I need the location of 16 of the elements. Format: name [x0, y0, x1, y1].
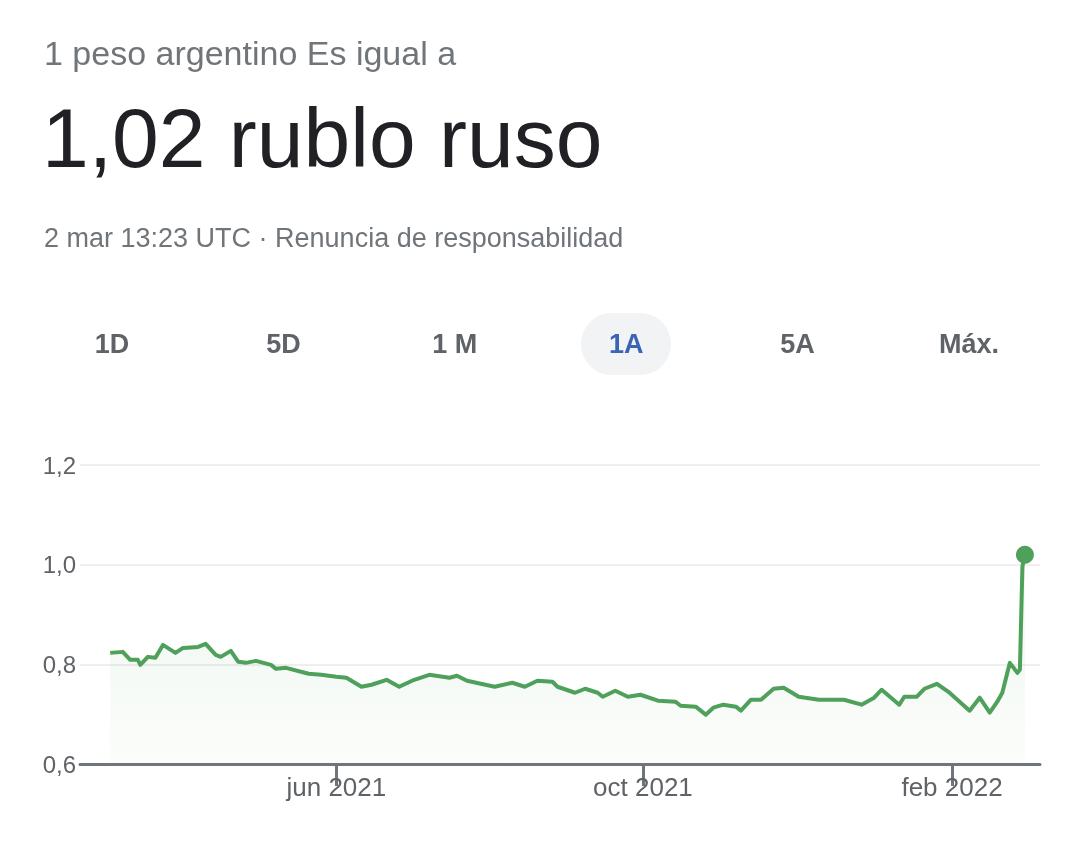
text: 1 M: [431, 327, 479, 361]
text: Máx.: [938, 327, 1000, 361]
chart-subtitle: 1 peso argentino Es igual a: [44, 34, 457, 73]
x-tick-label: jun 2021: [285, 772, 387, 802]
y-tick-label: 0,6: [42, 750, 76, 778]
y-tick-label: 1,2: [42, 451, 76, 479]
text: 1D: [93, 327, 131, 361]
text: 1A: [581, 313, 672, 375]
x-tick-label: oct 2021: [593, 772, 693, 802]
text: 5A: [779, 327, 816, 361]
text: 5D: [265, 327, 302, 361]
chart-title: 1,02 rublo ruso: [42, 90, 603, 187]
y-tick-label: 0,8: [42, 650, 76, 678]
text: 2 mar 13:23 UTC · Renuncia de responsabilidad: [44, 223, 624, 254]
y-tick-label: 1,0: [42, 551, 76, 579]
x-tick-label: feb 2022: [901, 772, 1003, 802]
